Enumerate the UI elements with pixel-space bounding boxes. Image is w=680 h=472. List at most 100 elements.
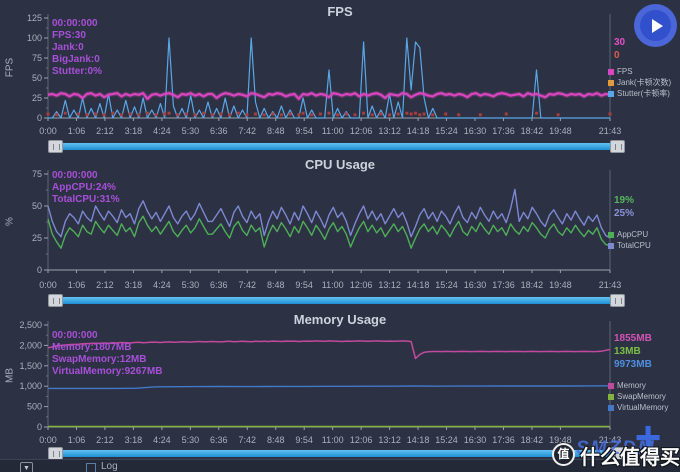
legend-item-AppCPU[interactable]: AppCPU bbox=[608, 229, 651, 240]
svg-text:3:18: 3:18 bbox=[125, 435, 143, 445]
jank-marker bbox=[318, 112, 322, 116]
svg-text:2,500: 2,500 bbox=[19, 320, 42, 330]
jank-marker bbox=[362, 111, 366, 115]
legend-label: FPS bbox=[617, 67, 633, 76]
svg-text:12:06: 12:06 bbox=[350, 435, 373, 445]
current-value: 30 bbox=[614, 37, 626, 48]
svg-text:100: 100 bbox=[27, 33, 42, 43]
legend-item-Memory[interactable]: Memory bbox=[608, 380, 668, 391]
current-value: 9973MB bbox=[614, 359, 652, 370]
svg-text:50: 50 bbox=[32, 201, 42, 211]
svg-text:21:43: 21:43 bbox=[599, 435, 622, 445]
svg-text:125: 125 bbox=[27, 13, 42, 23]
svg-text:1,500: 1,500 bbox=[19, 361, 42, 371]
legend-swatch-icon bbox=[608, 393, 614, 400]
cpu-scrollbar-right-handle[interactable] bbox=[610, 294, 625, 307]
svg-text:0: 0 bbox=[37, 113, 42, 123]
legend-item-Stutter(卡顿率)[interactable]: Stutter(卡顿率) bbox=[608, 88, 671, 99]
jank-marker bbox=[379, 112, 383, 116]
jank-marker bbox=[418, 113, 422, 117]
cpu-scrollbar-left-handle[interactable] bbox=[48, 294, 63, 307]
fps-chart-plot[interactable]: 0 25 50 75 100 125 0:00 1:06 2:12 3:18 4:24 5:30 6:3… bbox=[0, 0, 680, 142]
play-button[interactable] bbox=[634, 4, 677, 47]
jank-marker bbox=[167, 111, 171, 115]
series-TotalCPU bbox=[47, 188, 611, 239]
fps-scrollbar-range[interactable] bbox=[63, 143, 610, 150]
jank-marker bbox=[46, 112, 50, 116]
jank-marker bbox=[163, 112, 167, 116]
overlay-line: 00:00:000 bbox=[52, 330, 98, 341]
export-dropdown-button[interactable]: ▼ bbox=[20, 462, 33, 472]
svg-text:3:18: 3:18 bbox=[125, 280, 143, 290]
legend-item-TotalCPU[interactable]: TotalCPU bbox=[608, 240, 651, 251]
jank-marker bbox=[202, 111, 206, 115]
zoom-in-plus-icon[interactable]: + bbox=[634, 411, 662, 463]
svg-text:2:12: 2:12 bbox=[96, 126, 114, 136]
cpu-time-scrollbar bbox=[48, 294, 625, 307]
svg-text:500: 500 bbox=[27, 402, 42, 412]
cpu-scrollbar-range[interactable] bbox=[63, 297, 610, 304]
legend-label: SwapMemory bbox=[617, 392, 666, 401]
legend-item-VirtualMemory[interactable]: VirtualMemory bbox=[608, 402, 668, 413]
svg-text:6:36: 6:36 bbox=[210, 126, 228, 136]
overlay-line: SwapMemory:12MB bbox=[52, 354, 147, 365]
jank-marker bbox=[301, 111, 305, 115]
log-checkbox-label[interactable]: Log bbox=[101, 461, 118, 472]
legend-label: Memory bbox=[617, 381, 646, 390]
memory-chart-title: Memory Usage bbox=[293, 312, 387, 327]
svg-text:15:24: 15:24 bbox=[435, 280, 458, 290]
fps-series-layer bbox=[46, 37, 612, 119]
svg-text:1:06: 1:06 bbox=[68, 126, 86, 136]
cpu-chart-title: CPU Usage bbox=[304, 157, 376, 172]
jank-marker bbox=[184, 112, 188, 116]
svg-text:1:06: 1:06 bbox=[68, 435, 86, 445]
jank-marker bbox=[327, 111, 331, 115]
memory-overlay-readout: 00:00:000 Memory:1807MB SwapMemory:12MB Vir… bbox=[52, 330, 162, 378]
legend-item-Jank(卡顿次数)[interactable]: Jank(卡顿次数) bbox=[608, 77, 671, 88]
legend-item-FPS[interactable]: FPS bbox=[608, 66, 671, 77]
jank-marker bbox=[85, 113, 89, 117]
log-checkbox[interactable] bbox=[86, 463, 96, 472]
jank-marker bbox=[245, 113, 249, 117]
jank-marker bbox=[279, 113, 283, 117]
memory-chart-plot[interactable]: 0 500 1,000 1,500 2,000 2,500 0:00 1:06 2:12 3:18… bbox=[0, 310, 680, 450]
svg-text:17:36: 17:36 bbox=[492, 126, 515, 136]
svg-text:19:48: 19:48 bbox=[549, 435, 572, 445]
svg-text:4:24: 4:24 bbox=[153, 280, 171, 290]
current-value: 0 bbox=[614, 50, 620, 61]
svg-text:8:48: 8:48 bbox=[267, 280, 285, 290]
jank-marker bbox=[608, 112, 612, 116]
jank-marker bbox=[288, 112, 292, 116]
fps-current-values: 30 0 bbox=[614, 36, 625, 62]
fps-legend: FPS Jank(卡顿次数) Stutter(卡顿率) bbox=[608, 66, 671, 99]
series-Stutter(卡顿率) bbox=[48, 37, 610, 119]
jank-marker bbox=[236, 111, 240, 115]
svg-text:0:00: 0:00 bbox=[39, 435, 57, 445]
fps-scrollbar-right-handle[interactable] bbox=[610, 140, 625, 153]
legend-item-SwapMemory[interactable]: SwapMemory bbox=[608, 391, 668, 402]
legend-swatch-icon bbox=[608, 382, 614, 389]
svg-text:11:00: 11:00 bbox=[322, 280, 344, 290]
memory-series-layer bbox=[47, 340, 611, 428]
svg-text:21:43: 21:43 bbox=[599, 126, 622, 136]
overlay-line: 00:00:000 bbox=[52, 18, 98, 29]
jank-marker bbox=[388, 113, 392, 117]
svg-text:12:06: 12:06 bbox=[350, 126, 373, 136]
legend-label: Jank(卡顿次数) bbox=[617, 78, 672, 87]
cpu-chart-plot[interactable]: 0 25 50 75 0:00 1:06 2:12 3:18 4:24 5:30 6:36 7:42 8… bbox=[0, 158, 680, 294]
svg-text:3:18: 3:18 bbox=[125, 126, 143, 136]
current-value: 13MB bbox=[614, 346, 641, 357]
legend-label: TotalCPU bbox=[617, 241, 651, 250]
svg-text:9:54: 9:54 bbox=[295, 126, 313, 136]
jank-marker bbox=[94, 112, 98, 116]
fps-scrollbar-left-handle[interactable] bbox=[48, 140, 63, 153]
svg-text:5:30: 5:30 bbox=[182, 280, 200, 290]
jank-marker bbox=[370, 113, 374, 117]
series-Memory bbox=[47, 340, 611, 360]
jank-marker bbox=[444, 112, 448, 116]
svg-text:18:42: 18:42 bbox=[521, 280, 544, 290]
jank-marker bbox=[102, 113, 106, 117]
svg-text:8:48: 8:48 bbox=[267, 435, 285, 445]
memory-scrollbar-range[interactable] bbox=[63, 450, 610, 457]
play-button-inner bbox=[640, 10, 671, 41]
